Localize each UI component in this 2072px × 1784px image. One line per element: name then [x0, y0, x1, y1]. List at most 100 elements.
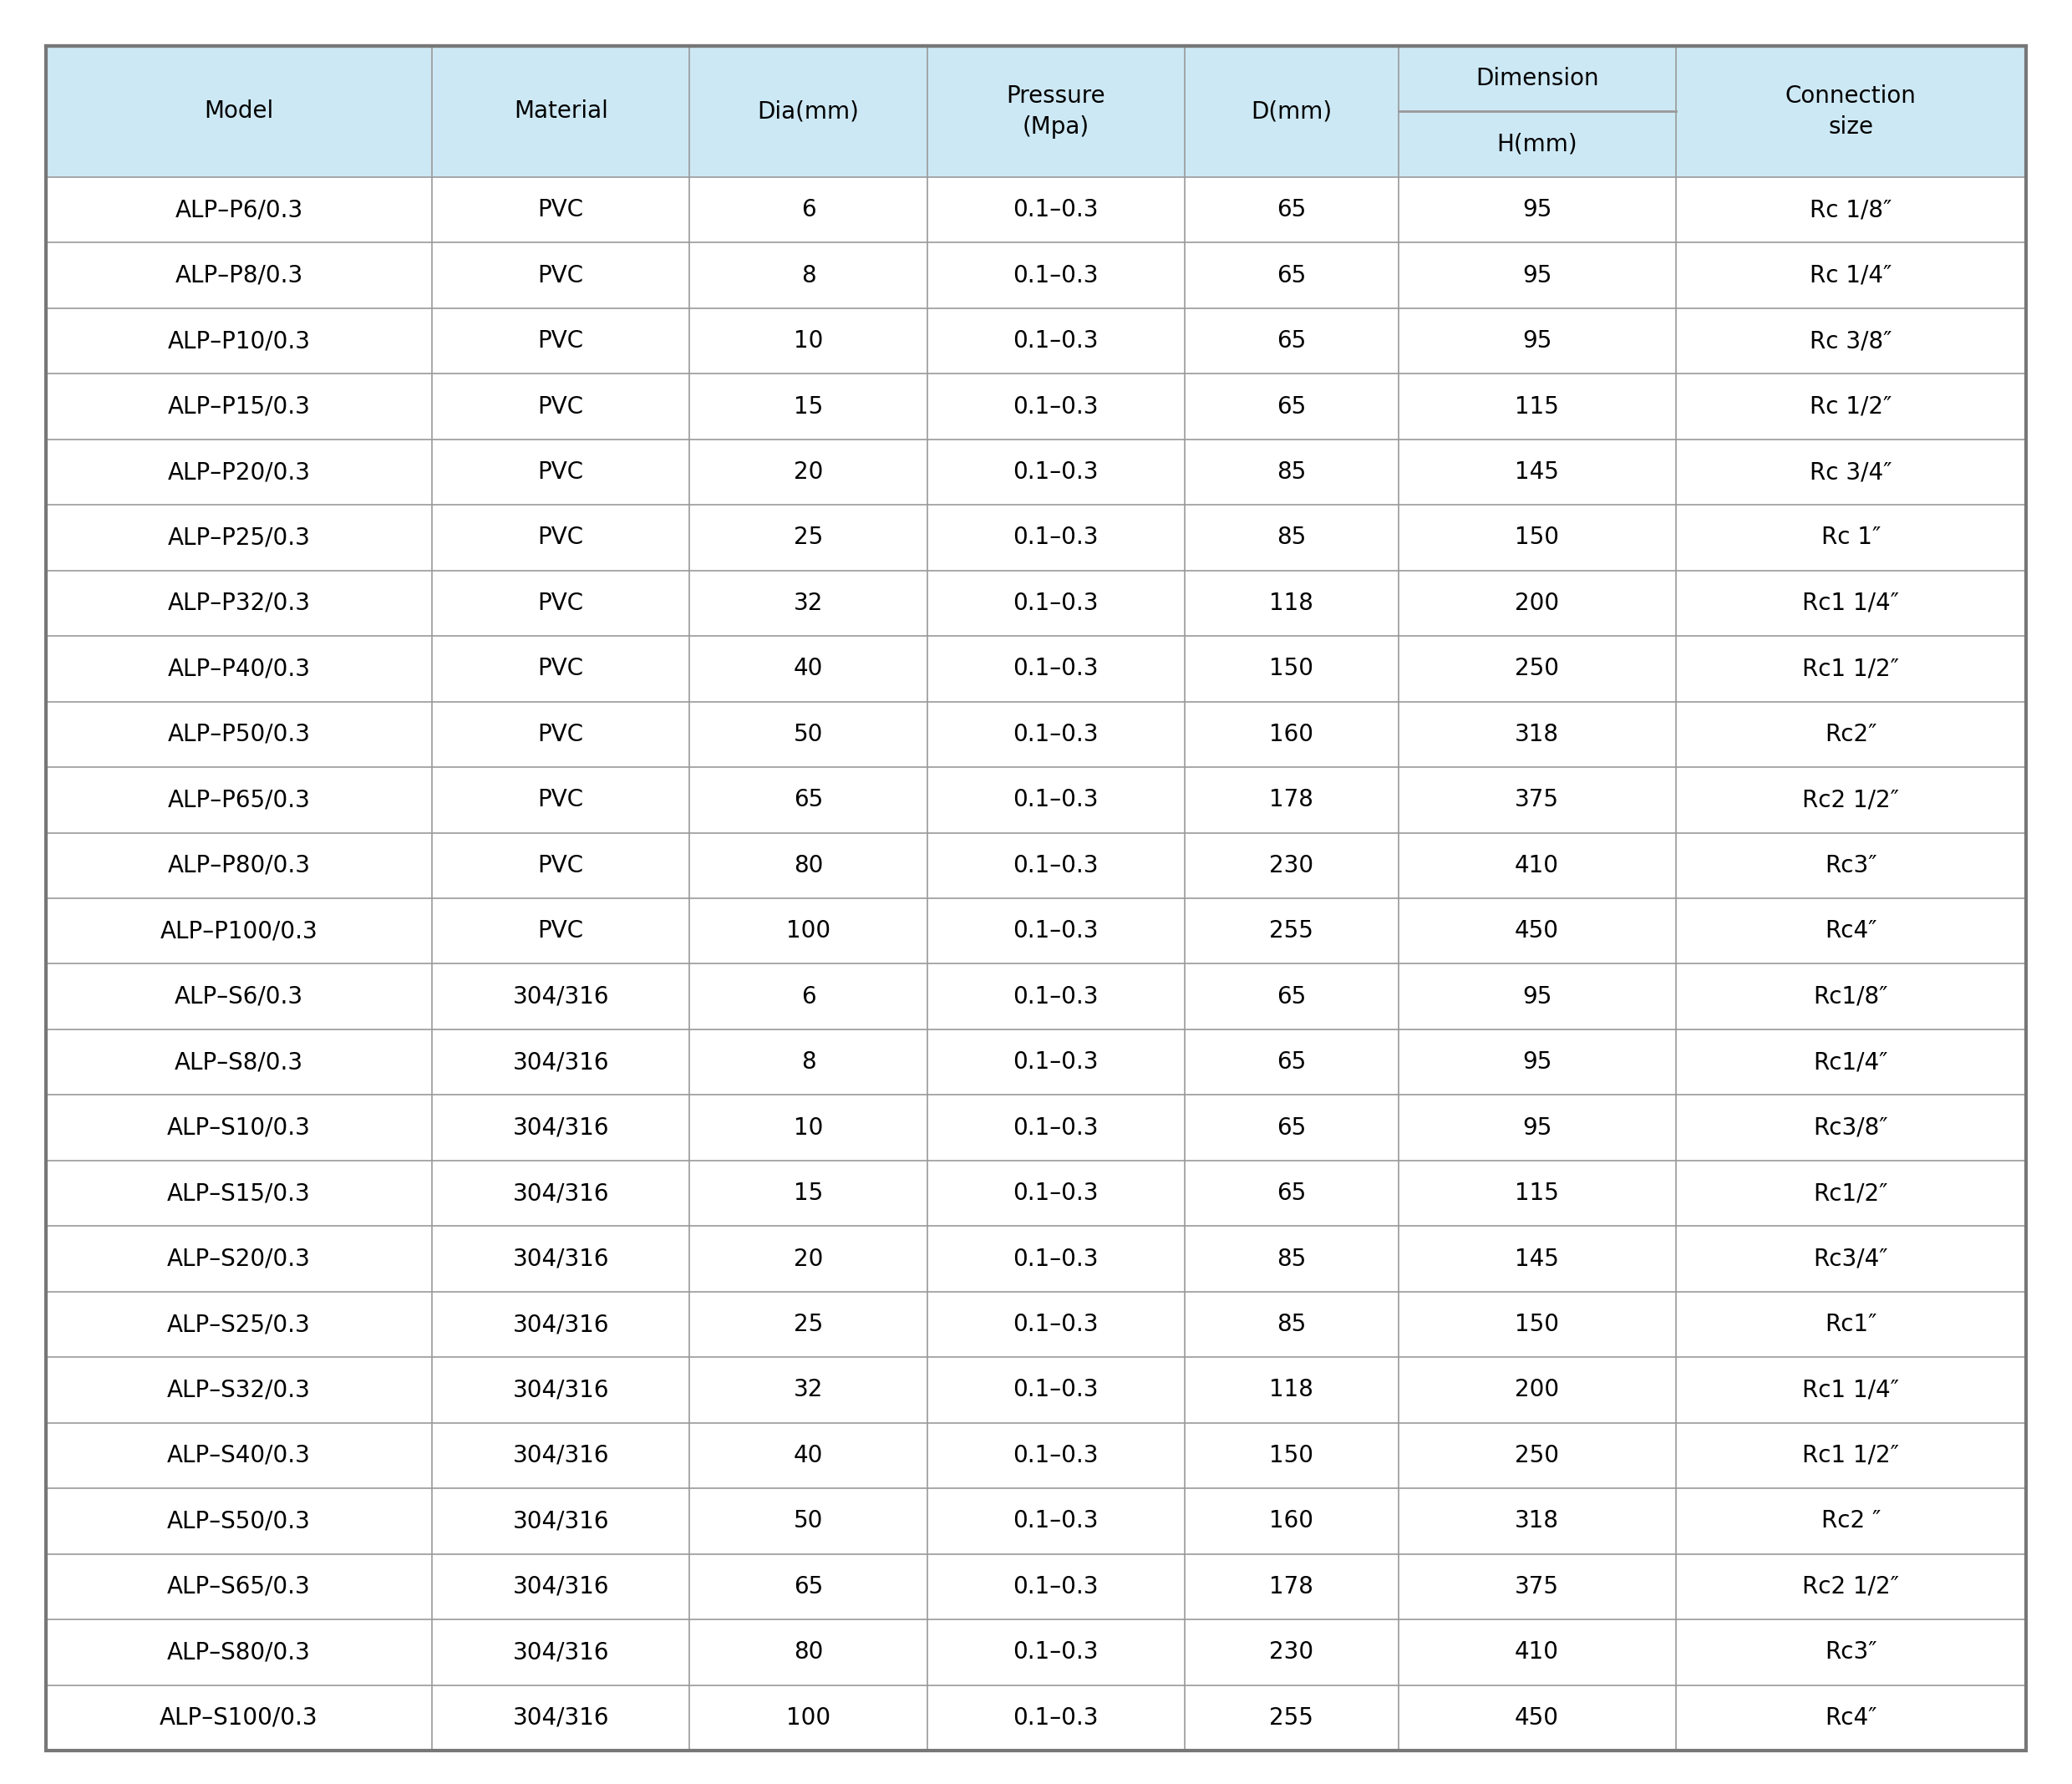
- Text: 118: 118: [1270, 1379, 1314, 1402]
- Text: PVC: PVC: [539, 526, 584, 549]
- Text: Rc1 1/4″: Rc1 1/4″: [1803, 1379, 1900, 1402]
- Bar: [926, 1226, 1185, 1292]
- Bar: [690, 1620, 926, 1686]
- Bar: [433, 505, 690, 571]
- Text: PVC: PVC: [539, 330, 584, 353]
- Bar: [926, 833, 1185, 899]
- Bar: [1676, 1292, 2026, 1358]
- Text: 0.1–0.3: 0.1–0.3: [1013, 1051, 1098, 1074]
- Text: 32: 32: [794, 1379, 823, 1402]
- Bar: [46, 833, 433, 899]
- Text: 450: 450: [1515, 919, 1558, 942]
- Text: 95: 95: [1523, 1117, 1552, 1140]
- Text: 304/316: 304/316: [512, 1641, 609, 1664]
- Text: Rc3/8″: Rc3/8″: [1813, 1117, 1888, 1140]
- Bar: [433, 701, 690, 767]
- Bar: [46, 1161, 433, 1226]
- Text: 178: 178: [1270, 789, 1314, 812]
- Bar: [926, 1358, 1185, 1424]
- Bar: [1185, 1554, 1399, 1620]
- Text: 0.1–0.3: 0.1–0.3: [1013, 264, 1098, 287]
- Text: 32: 32: [794, 592, 823, 615]
- Bar: [1185, 1029, 1399, 1095]
- Bar: [1185, 1226, 1399, 1292]
- Text: 318: 318: [1515, 1509, 1558, 1532]
- Text: Material: Material: [514, 100, 607, 123]
- Text: 65: 65: [1276, 198, 1305, 221]
- Bar: [690, 1161, 926, 1226]
- Text: ALP–P50/0.3: ALP–P50/0.3: [168, 723, 311, 746]
- Bar: [1399, 1161, 1676, 1226]
- Bar: [1185, 767, 1399, 833]
- Text: 230: 230: [1270, 855, 1314, 878]
- Bar: [433, 963, 690, 1029]
- Bar: [690, 439, 926, 505]
- Bar: [433, 177, 690, 243]
- Bar: [926, 637, 1185, 701]
- Text: 40: 40: [794, 657, 823, 680]
- Bar: [1185, 1161, 1399, 1226]
- Bar: [926, 1029, 1185, 1095]
- Text: 0.1–0.3: 0.1–0.3: [1013, 1509, 1098, 1532]
- Bar: [1185, 701, 1399, 767]
- Bar: [1399, 637, 1676, 701]
- Bar: [1185, 46, 1399, 177]
- Bar: [1185, 505, 1399, 571]
- Text: 0.1–0.3: 0.1–0.3: [1013, 330, 1098, 353]
- Text: 20: 20: [794, 1247, 823, 1270]
- Text: 150: 150: [1270, 1443, 1314, 1466]
- Text: 95: 95: [1523, 1051, 1552, 1074]
- Bar: [1676, 1029, 2026, 1095]
- Text: 0.1–0.3: 0.1–0.3: [1013, 855, 1098, 878]
- Text: 150: 150: [1270, 657, 1314, 680]
- Text: 15: 15: [794, 394, 823, 417]
- Bar: [46, 1424, 433, 1488]
- Text: 145: 145: [1515, 1247, 1558, 1270]
- Text: 150: 150: [1515, 1313, 1558, 1336]
- Text: Rc 1/8″: Rc 1/8″: [1809, 198, 1892, 221]
- Text: ALP–S65/0.3: ALP–S65/0.3: [168, 1575, 311, 1598]
- Bar: [46, 1358, 433, 1424]
- Bar: [1185, 375, 1399, 439]
- Text: Rc 1/4″: Rc 1/4″: [1809, 264, 1892, 287]
- Bar: [1185, 963, 1399, 1029]
- Text: 375: 375: [1515, 789, 1558, 812]
- Text: D(mm): D(mm): [1251, 100, 1332, 123]
- Text: 178: 178: [1270, 1575, 1314, 1598]
- Text: 304/316: 304/316: [512, 1509, 609, 1532]
- Text: Rc2 1/2″: Rc2 1/2″: [1803, 1575, 1900, 1598]
- Bar: [1676, 439, 2026, 505]
- Text: 65: 65: [1276, 330, 1305, 353]
- Bar: [46, 309, 433, 375]
- Bar: [1399, 1029, 1676, 1095]
- Bar: [1185, 1292, 1399, 1358]
- Text: Rc 1/2″: Rc 1/2″: [1809, 394, 1892, 417]
- Bar: [690, 701, 926, 767]
- Text: 20: 20: [794, 460, 823, 483]
- Bar: [46, 701, 433, 767]
- Text: Rc4″: Rc4″: [1825, 919, 1877, 942]
- Text: 304/316: 304/316: [512, 1379, 609, 1402]
- Bar: [1676, 1686, 2026, 1750]
- Bar: [926, 46, 1185, 177]
- Text: Rc1/4″: Rc1/4″: [1813, 1051, 1888, 1074]
- Text: PVC: PVC: [539, 198, 584, 221]
- Text: 95: 95: [1523, 198, 1552, 221]
- Text: PVC: PVC: [539, 855, 584, 878]
- Bar: [926, 243, 1185, 309]
- Text: Rc3″: Rc3″: [1825, 855, 1877, 878]
- Text: 0.1–0.3: 0.1–0.3: [1013, 657, 1098, 680]
- Bar: [690, 963, 926, 1029]
- Text: PVC: PVC: [539, 789, 584, 812]
- Text: 0.1–0.3: 0.1–0.3: [1013, 919, 1098, 942]
- Bar: [433, 1226, 690, 1292]
- Bar: [433, 1292, 690, 1358]
- Text: 160: 160: [1270, 1509, 1314, 1532]
- Text: 304/316: 304/316: [512, 1575, 609, 1598]
- Text: 318: 318: [1515, 723, 1558, 746]
- Bar: [1676, 1161, 2026, 1226]
- Bar: [690, 767, 926, 833]
- Text: ALP–S100/0.3: ALP–S100/0.3: [160, 1706, 319, 1729]
- Bar: [690, 309, 926, 375]
- Text: ALP–S10/0.3: ALP–S10/0.3: [168, 1117, 311, 1140]
